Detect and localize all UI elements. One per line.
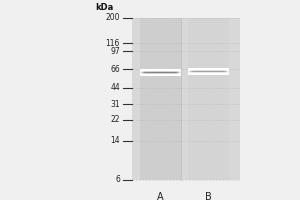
Text: 22: 22 bbox=[110, 115, 120, 124]
Bar bbox=[132, 18, 240, 180]
Text: 97: 97 bbox=[110, 47, 120, 56]
Bar bbox=[140, 18, 181, 180]
Text: 6: 6 bbox=[115, 176, 120, 184]
Bar bbox=[188, 18, 229, 180]
Text: A: A bbox=[157, 192, 164, 200]
Text: B: B bbox=[205, 192, 212, 200]
Text: 44: 44 bbox=[110, 83, 120, 92]
Text: 31: 31 bbox=[110, 100, 120, 109]
Text: 116: 116 bbox=[106, 39, 120, 48]
Text: 66: 66 bbox=[110, 65, 120, 74]
Text: 14: 14 bbox=[110, 136, 120, 145]
Text: 200: 200 bbox=[106, 14, 120, 22]
Text: kDa: kDa bbox=[96, 3, 114, 12]
